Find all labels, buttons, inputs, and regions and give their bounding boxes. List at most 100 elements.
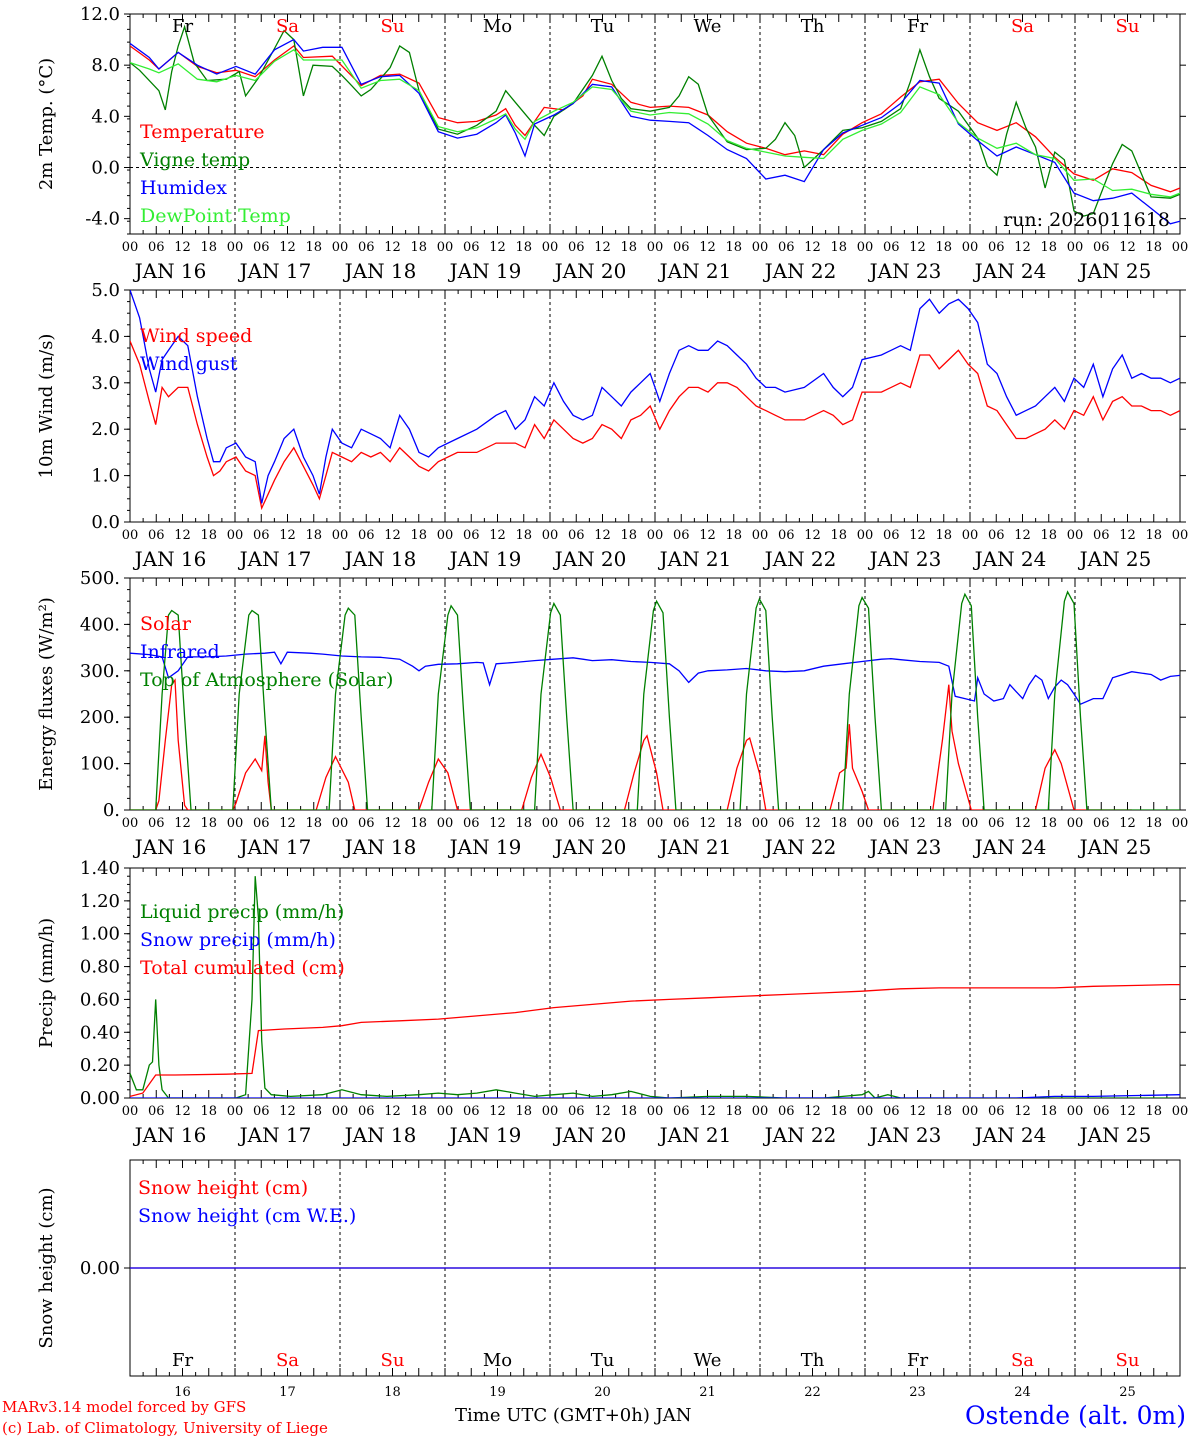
- x-hour-label: 00: [122, 816, 139, 831]
- x-hour-label: 06: [148, 1104, 165, 1119]
- weekday-label: Su: [381, 16, 405, 37]
- x-hour-label: 00: [752, 240, 769, 255]
- x-date-label: JAN 17: [238, 547, 312, 571]
- legend-entry: Top of Atmosphere (Solar): [140, 669, 393, 691]
- x-hour-label: 18: [515, 816, 532, 831]
- x-hour-label: 12: [174, 1104, 191, 1119]
- weekday-label: Sa: [1011, 16, 1034, 37]
- legend-entry: Temperature: [140, 121, 264, 143]
- x-date-label: JAN 23: [868, 547, 942, 571]
- day-number-label: 25: [1119, 1385, 1136, 1400]
- x-hour-label: 12: [1014, 240, 1031, 255]
- weekday-label: Th: [801, 1350, 825, 1371]
- day-number-label: 21: [699, 1385, 716, 1400]
- x-hour-label: 18: [515, 240, 532, 255]
- x-hour-label: 00: [437, 1104, 454, 1119]
- x-hour-label: 18: [830, 240, 847, 255]
- x-hour-label: 00: [227, 528, 244, 543]
- x-hour-label: 18: [725, 1104, 742, 1119]
- series-line-infrared: [130, 651, 1180, 706]
- x-date-label: JAN 22: [763, 835, 837, 859]
- x-hour-label: 00: [332, 240, 349, 255]
- series-line-vigne-temp: [130, 24, 1180, 217]
- day-number-label: 16: [174, 1385, 191, 1400]
- x-hour-label: 18: [830, 1104, 847, 1119]
- x-hour-label: 12: [699, 240, 716, 255]
- x-hour-label: 12: [1119, 816, 1136, 831]
- legend-entry: Snow height (cm): [138, 1177, 308, 1199]
- x-hour-label: 06: [148, 528, 165, 543]
- x-hour-label: 00: [122, 528, 139, 543]
- x-hour-label: 12: [699, 816, 716, 831]
- x-hour-label: 00: [752, 528, 769, 543]
- x-hour-label: 12: [804, 816, 821, 831]
- x-hour-label: 18: [410, 816, 427, 831]
- legend-entry: Liquid precip (mm/h): [140, 901, 344, 923]
- copyright-credit: (c) Lab. of Climatology, University of L…: [2, 1419, 328, 1437]
- x-date-label: JAN 19: [448, 1123, 522, 1147]
- legend-entry: Snow height (cm W.E.): [138, 1205, 356, 1227]
- x-hour-label: 18: [200, 528, 217, 543]
- x-hour-label: 12: [699, 1104, 716, 1119]
- series-line-wind-speed: [130, 340, 1180, 511]
- x-hour-label: 06: [778, 528, 795, 543]
- x-hour-label: 18: [515, 528, 532, 543]
- x-hour-label: 12: [489, 528, 506, 543]
- legend-entry: Vigne temp: [139, 149, 250, 171]
- x-hour-label: 06: [778, 816, 795, 831]
- x-hour-label: 00: [122, 1104, 139, 1119]
- panel-4: [124, 867, 1186, 1099]
- x-hour-label: 18: [410, 1104, 427, 1119]
- x-hour-label: 18: [305, 816, 322, 831]
- x-hour-label: 00: [647, 528, 664, 543]
- x-hour-label: 00: [332, 816, 349, 831]
- y-axis-label: Snow height (cm): [36, 1187, 57, 1348]
- series-line-snow-precip-mm-h-: [130, 1094, 1180, 1098]
- x-hour-label: 06: [1093, 240, 1110, 255]
- x-hour-label: 00: [1067, 816, 1084, 831]
- x-hour-label: 18: [1040, 816, 1057, 831]
- x-hour-label: 18: [725, 816, 742, 831]
- x-hour-label: 18: [200, 1104, 217, 1119]
- y-tick-label: 8.0: [91, 55, 120, 76]
- x-hour-label: 18: [935, 528, 952, 543]
- x-hour-label: 12: [279, 240, 296, 255]
- y-tick-label: 0.0: [91, 157, 120, 178]
- x-date-label: JAN 16: [133, 835, 207, 859]
- model-credit: MARv3.14 model forced by GFS: [2, 1398, 247, 1416]
- x-hour-label: 18: [410, 528, 427, 543]
- series-line-solar: [130, 678, 1132, 810]
- x-hour-label: 00: [332, 1104, 349, 1119]
- x-date-label: JAN 21: [658, 1123, 732, 1147]
- x-hour-label: 06: [778, 240, 795, 255]
- weekday-label: Mo: [483, 16, 512, 37]
- x-hour-label: 00: [857, 816, 874, 831]
- x-hour-label: 00: [857, 240, 874, 255]
- x-hour-label: 00: [752, 816, 769, 831]
- y-tick-label: 4.0: [91, 106, 120, 127]
- x-date-label: JAN 19: [448, 259, 522, 283]
- x-date-label: JAN 21: [658, 835, 732, 859]
- x-date-label: JAN 24: [973, 259, 1047, 283]
- weekday-label: We: [694, 16, 722, 37]
- x-date-label: JAN 25: [1078, 835, 1152, 859]
- day-number-label: 24: [1014, 1385, 1031, 1400]
- x-date-label: JAN 25: [1078, 259, 1152, 283]
- x-hour-label: 12: [489, 1104, 506, 1119]
- x-hour-label: 00: [437, 240, 454, 255]
- x-date-label: JAN 24: [973, 547, 1047, 571]
- x-hour-label: 06: [568, 1104, 585, 1119]
- x-date-label: JAN 23: [868, 259, 942, 283]
- x-hour-label: 00: [857, 1104, 874, 1119]
- y-axis-label: Precip (mm/h): [36, 918, 57, 1048]
- x-hour-label: 18: [620, 240, 637, 255]
- x-hour-label: 00: [542, 240, 559, 255]
- x-date-label: JAN 21: [658, 547, 732, 571]
- x-hour-label: 06: [358, 528, 375, 543]
- x-hour-label: 00: [647, 240, 664, 255]
- weekday-label: Su: [1116, 16, 1140, 37]
- x-hour-label: 00: [542, 528, 559, 543]
- x-hour-label: 00: [962, 240, 979, 255]
- legend-entry: Wind gust: [140, 353, 238, 375]
- time-axis-label: Time UTC (GMT+0h) JAN: [455, 1405, 692, 1426]
